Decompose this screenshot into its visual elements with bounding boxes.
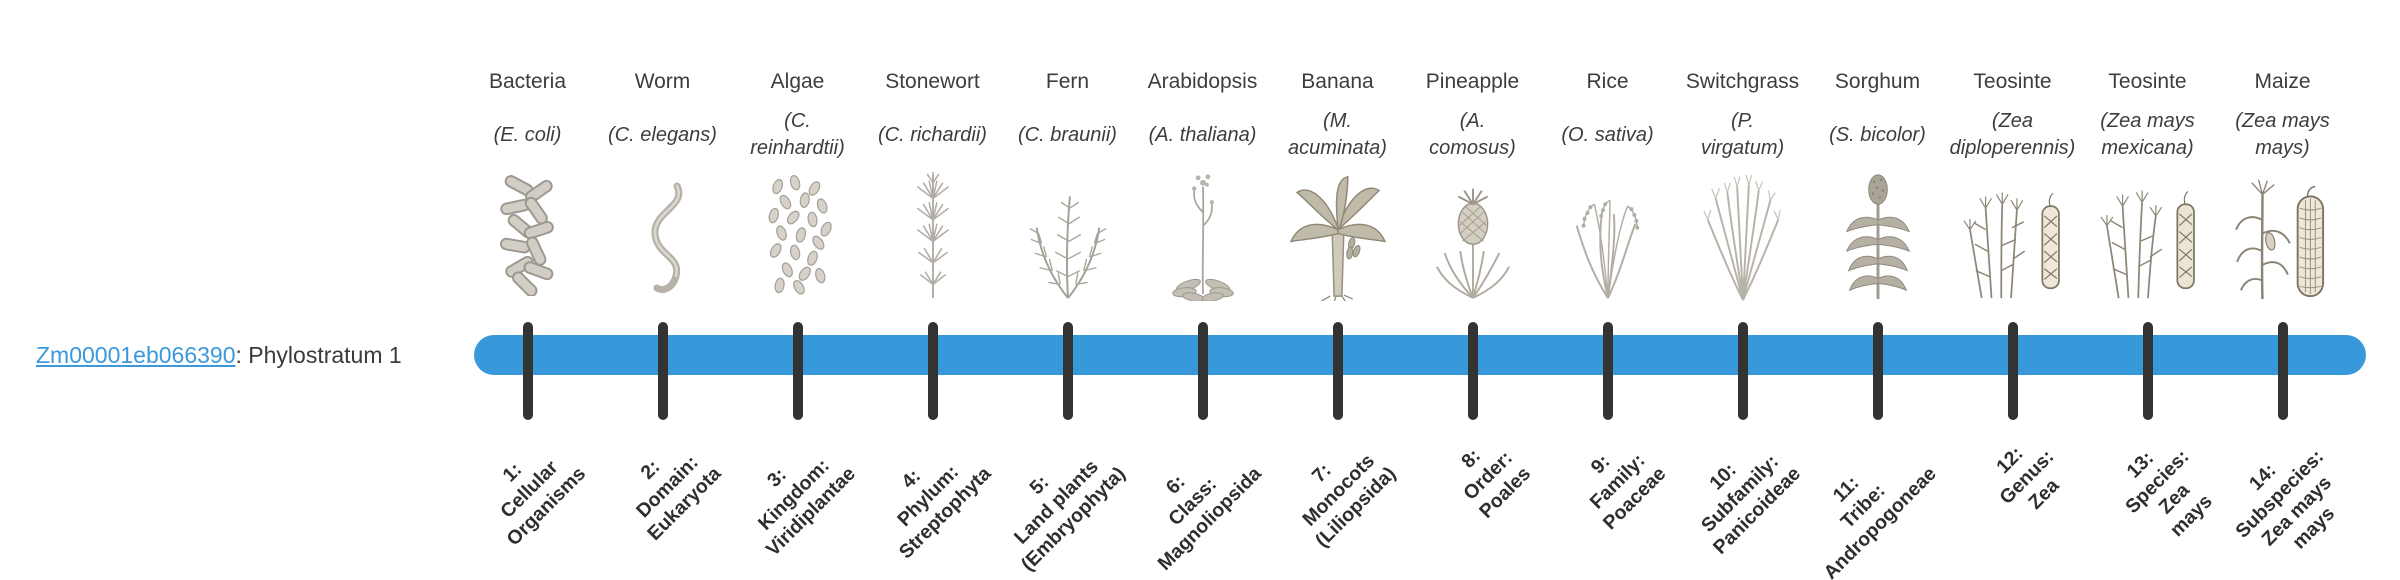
teosinte-diploperennis-icon <box>1945 168 2080 302</box>
organism-name: Banana <box>1301 70 1374 93</box>
organism-species: (Zea mays mays) <box>2235 110 2330 159</box>
organism-name: Bacteria <box>488 70 567 93</box>
sorghum-icon <box>1810 168 1945 302</box>
tick-mark <box>2007 322 2018 420</box>
organism-species: (C. braunii) <box>1018 123 1117 146</box>
organism-name: Teosinte <box>1973 70 2052 93</box>
rice-icon <box>1540 168 1675 302</box>
organism-species: (A. comosus) <box>1429 110 1516 159</box>
stratum-label: 13: Species: Zea mays <box>2120 445 2217 542</box>
organism-species: (C. reinhardtii) <box>750 110 845 159</box>
tick-mark <box>792 322 803 420</box>
stratum-label: 5: Land plants (Embryophyta) <box>1010 455 1131 576</box>
pineapple-icon <box>1405 168 1540 302</box>
tick-mark <box>1062 322 1073 420</box>
organism-species: (Zea diploperennis) <box>1949 110 2076 159</box>
organism-column: Algae (C. reinhardtii) <box>730 0 865 580</box>
organism-name: Switchgrass <box>1685 70 1800 93</box>
stratum-label: 6: Class: Magnoliopsida <box>1153 462 1266 575</box>
stratum-label: 2: Domain: Eukaryota <box>631 451 726 545</box>
organism-species: (A. thaliana) <box>1148 123 1257 146</box>
organism-name: Algae <box>770 70 825 93</box>
organism-column: Arabidopsis (A. thaliana) <box>1135 0 1270 580</box>
organism-name: Fern <box>1045 70 1090 93</box>
organism-column: Banana (M. acuminata) <box>1270 0 1405 580</box>
organism-name: Teosinte <box>2108 70 2187 93</box>
organism-column: Sorghum (S. bicolor) <box>1810 0 1945 580</box>
organism-species: (M. acuminata) <box>1288 110 1387 159</box>
tick-mark <box>522 322 533 420</box>
organism-species: (Zea mays mexicana) <box>2100 110 2195 159</box>
organism-species: (P. virgatum) <box>1700 110 1785 159</box>
organism-species: (E. coli) <box>493 123 562 146</box>
tick-mark <box>927 322 938 420</box>
tick-mark <box>1332 322 1343 420</box>
organism-column: Pineapple (A. comosus) <box>1405 0 1540 580</box>
organism-name: Stonewort <box>885 70 980 93</box>
arabidopsis-icon <box>1135 168 1270 302</box>
stonewort-icon <box>865 168 1000 302</box>
stratum-label: 10: Subfamily: Panicoideae <box>1697 450 1806 559</box>
organism-name: Pineapple <box>1425 70 1520 93</box>
stratum-label: 8: Order: Poales <box>1457 444 1536 523</box>
tick-mark <box>1872 322 1883 420</box>
tick-mark <box>657 322 668 420</box>
bacteria-icon <box>460 168 595 302</box>
algae-icon <box>730 168 865 302</box>
organism-column: Rice (O. sativa) <box>1540 0 1675 580</box>
tick-mark <box>1197 322 1208 420</box>
tick-mark <box>1602 322 1613 420</box>
organism-column: Worm (C. elegans) 2: Domain: Eukaryota <box>595 0 730 580</box>
organism-species: (O. sativa) <box>1561 123 1654 146</box>
stratum-label: 3: Kingdom: Viridiplantae <box>754 454 861 561</box>
stratum-label: 9: Family: Poaceae <box>1585 449 1671 535</box>
organism-column: Switchgrass (P. virgatum) 10 <box>1675 0 1810 580</box>
stratum-label: 4: Phylum: Streptophyta <box>892 461 996 564</box>
organism-column: Maize (Zea mays mays) <box>2215 0 2350 580</box>
stratum-label: 14: Subspecies: Zea mays mays <box>2231 445 2340 554</box>
worm-icon <box>595 168 730 302</box>
stratum-label: 1: Cellular Organisms <box>496 456 591 551</box>
banana-icon <box>1270 168 1405 302</box>
fern-icon <box>1000 168 1135 302</box>
switchgrass-icon <box>1675 168 1810 302</box>
organism-name: Worm <box>634 70 691 93</box>
stratum-label: 12: Genus: Zea <box>1991 442 2064 514</box>
organism-column: Teosinte (Zea mays mexicana) <box>2080 0 2216 580</box>
teosinte-mexicana-icon <box>2080 168 2215 302</box>
gene-id-link[interactable]: Zm00001eb066390 <box>36 342 236 368</box>
maize-icon <box>2215 168 2350 302</box>
organism-name: Maize <box>2254 70 2311 93</box>
organism-column: Stonewort (C. richardii) 4: Phylum: Stre… <box>865 0 1000 580</box>
organism-species: (C. elegans) <box>608 123 717 146</box>
organism-species: (S. bicolor) <box>1829 123 1926 146</box>
organism-column: Fern (C. braunii) 5: Land plants (Embryo… <box>1000 0 1135 580</box>
gene-label: Zm00001eb066390: Phylostratum 1 <box>36 341 402 369</box>
organism-species: (C. richardii) <box>878 123 987 146</box>
phylostratum-text: : Phylostratum 1 <box>235 342 402 368</box>
stratum-label: 7: Monocots (Liliopsida) <box>1298 449 1401 552</box>
tick-mark <box>1467 322 1478 420</box>
organism-name: Arabidopsis <box>1147 70 1258 93</box>
tick-mark <box>1737 322 1748 420</box>
organism-name: Rice <box>1586 70 1629 93</box>
timeline-bar <box>474 335 2366 375</box>
organism-column: Teosinte (Zea diploperennis) <box>1945 0 2080 580</box>
organism-name: Sorghum <box>1834 70 1921 93</box>
tick-mark <box>2142 322 2153 420</box>
organism-column: Bacteria (E. coli) 1: Ce <box>460 0 595 580</box>
tick-mark <box>2277 322 2288 420</box>
